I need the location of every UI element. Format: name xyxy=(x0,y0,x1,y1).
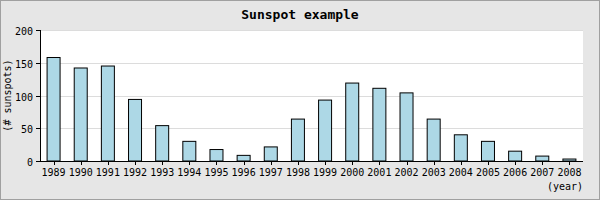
y-tick xyxy=(36,161,40,162)
bar xyxy=(481,141,494,161)
y-tick xyxy=(36,128,40,129)
x-tick-label: 2008 xyxy=(557,167,581,178)
y-axis xyxy=(40,30,41,161)
x-tick xyxy=(325,161,326,165)
bar xyxy=(509,151,522,161)
x-tick xyxy=(135,161,136,165)
x-tick xyxy=(352,161,353,165)
x-tick-label: 2005 xyxy=(476,167,500,178)
bar xyxy=(563,159,576,161)
bar xyxy=(454,135,467,161)
background xyxy=(0,0,600,200)
x-tick xyxy=(81,161,82,165)
x-tick-label: 1999 xyxy=(313,167,337,178)
bar xyxy=(47,58,60,161)
x-tick-label: 2007 xyxy=(530,167,554,178)
x-tick-label: 2006 xyxy=(503,167,527,178)
x-tick xyxy=(54,161,55,165)
x-tick-label: 1989 xyxy=(42,167,66,178)
x-tick-label: 2001 xyxy=(367,167,391,178)
x-tick-label: 1990 xyxy=(69,167,93,178)
y-tick-label: 0 xyxy=(27,157,33,168)
x-tick-label: 1996 xyxy=(232,167,256,178)
bar xyxy=(427,119,440,161)
x-axis xyxy=(40,161,583,162)
x-tick xyxy=(216,161,217,165)
y-tick xyxy=(36,96,40,97)
x-tick-label: 1991 xyxy=(96,167,120,178)
x-tick xyxy=(407,161,408,165)
grid-line xyxy=(40,161,583,162)
bar xyxy=(400,93,413,161)
title: Sunspot example xyxy=(241,7,359,22)
bars xyxy=(47,58,576,161)
x-tick-label: 1994 xyxy=(177,167,201,178)
y-tick-label: 150 xyxy=(15,59,33,70)
x-tick xyxy=(108,161,109,165)
x-tick xyxy=(379,161,380,165)
y-tick-label: 50 xyxy=(21,124,33,135)
x-tick xyxy=(461,161,462,165)
bar xyxy=(210,150,223,161)
x-tick-label: 1997 xyxy=(259,167,283,178)
bar xyxy=(373,88,386,161)
x-tick xyxy=(488,161,489,165)
x-tick xyxy=(542,161,543,165)
x-tick-label: 1992 xyxy=(123,167,147,178)
bar xyxy=(129,99,142,161)
x-tick xyxy=(569,161,570,165)
grid-line xyxy=(40,63,583,64)
x-axis-label: (year) xyxy=(547,181,583,192)
bar xyxy=(183,141,196,161)
x-tick xyxy=(515,161,516,165)
grid-line xyxy=(40,30,583,31)
x-tick-label: 2003 xyxy=(422,167,446,178)
bar xyxy=(264,147,277,161)
y-axis-label: (# sunspots) xyxy=(2,59,13,131)
plot-area xyxy=(40,30,583,161)
x-tick xyxy=(162,161,163,165)
x-tick-label: 2004 xyxy=(449,167,473,178)
chart: 0 50 100 150 200 1989199019911992199319941995… xyxy=(0,0,600,200)
bar xyxy=(536,156,549,161)
bar xyxy=(237,155,250,161)
grid-line xyxy=(40,96,583,97)
x-tick xyxy=(189,161,190,165)
grid-line xyxy=(40,128,583,129)
y-tick xyxy=(36,30,40,31)
x-tick-label: 1995 xyxy=(204,167,228,178)
x-tick-label: 1998 xyxy=(286,167,310,178)
y-tick-label: 100 xyxy=(15,92,33,103)
bar xyxy=(156,126,169,161)
bar xyxy=(74,68,87,161)
x-tick xyxy=(298,161,299,165)
x-tick xyxy=(434,161,435,165)
x-tick xyxy=(271,161,272,165)
bar xyxy=(291,119,304,161)
y-tick xyxy=(36,63,40,64)
bar xyxy=(346,83,359,161)
x-tick-label: 2000 xyxy=(340,167,364,178)
y-tick-label: 200 xyxy=(15,26,33,37)
x-tick-label: 2002 xyxy=(394,167,418,178)
bar xyxy=(101,66,114,161)
x-tick xyxy=(244,161,245,165)
bar xyxy=(319,100,332,161)
frame xyxy=(1,1,600,200)
x-tick-label: 1993 xyxy=(150,167,174,178)
